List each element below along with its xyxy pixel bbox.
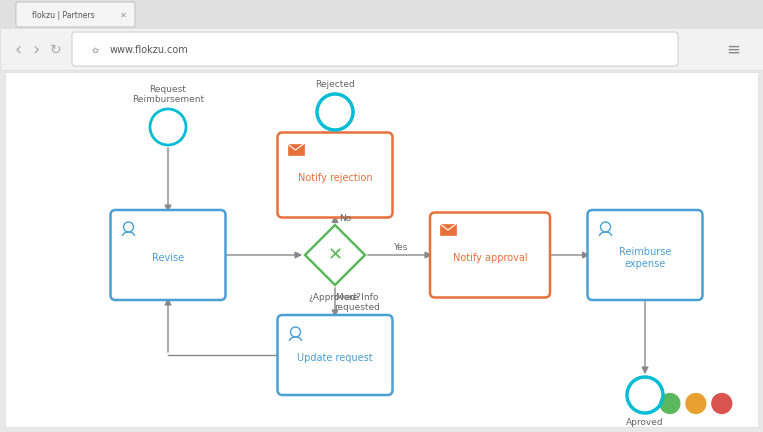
Text: More Info
requested: More Info requested xyxy=(334,293,380,312)
FancyBboxPatch shape xyxy=(5,72,758,427)
Text: Revise: Revise xyxy=(152,253,184,263)
FancyBboxPatch shape xyxy=(430,213,550,298)
Text: ‹: ‹ xyxy=(14,41,21,59)
Circle shape xyxy=(712,394,732,413)
Text: ›: › xyxy=(32,41,40,59)
Text: Notify approval: Notify approval xyxy=(452,253,527,263)
Text: Request
Reimbursement: Request Reimbursement xyxy=(132,85,204,104)
Text: ✿: ✿ xyxy=(92,45,98,54)
Circle shape xyxy=(124,222,134,232)
Text: flokzu | Partners: flokzu | Partners xyxy=(32,11,95,20)
Text: ✕: ✕ xyxy=(120,11,127,20)
Text: Reimburse
expense: Reimburse expense xyxy=(619,247,671,269)
Text: ≡: ≡ xyxy=(726,41,740,59)
FancyBboxPatch shape xyxy=(278,133,392,217)
Circle shape xyxy=(291,327,301,337)
FancyBboxPatch shape xyxy=(111,210,226,300)
Text: Notify rejection: Notify rejection xyxy=(298,173,372,183)
Text: Update request: Update request xyxy=(297,353,373,363)
Text: Yes: Yes xyxy=(393,242,407,251)
Circle shape xyxy=(660,394,680,413)
FancyBboxPatch shape xyxy=(0,0,763,28)
Text: www.flokzu.com: www.flokzu.com xyxy=(110,45,188,55)
FancyBboxPatch shape xyxy=(72,32,678,66)
FancyBboxPatch shape xyxy=(288,144,304,155)
FancyBboxPatch shape xyxy=(440,224,456,235)
Text: ✕: ✕ xyxy=(327,246,343,264)
Text: No: No xyxy=(339,214,351,223)
Text: Aproved: Aproved xyxy=(626,418,664,427)
Text: Rejected: Rejected xyxy=(315,80,355,89)
FancyBboxPatch shape xyxy=(16,2,135,27)
Circle shape xyxy=(686,394,706,413)
Text: ↻: ↻ xyxy=(50,43,62,57)
FancyBboxPatch shape xyxy=(278,315,392,395)
FancyBboxPatch shape xyxy=(588,210,703,300)
FancyBboxPatch shape xyxy=(0,28,763,70)
Circle shape xyxy=(600,222,610,232)
Text: ¿Approved?: ¿Approved? xyxy=(308,293,362,302)
